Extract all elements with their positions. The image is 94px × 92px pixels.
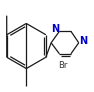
Text: Br: Br bbox=[58, 61, 67, 70]
Text: N: N bbox=[79, 36, 87, 46]
Text: N: N bbox=[51, 24, 60, 34]
